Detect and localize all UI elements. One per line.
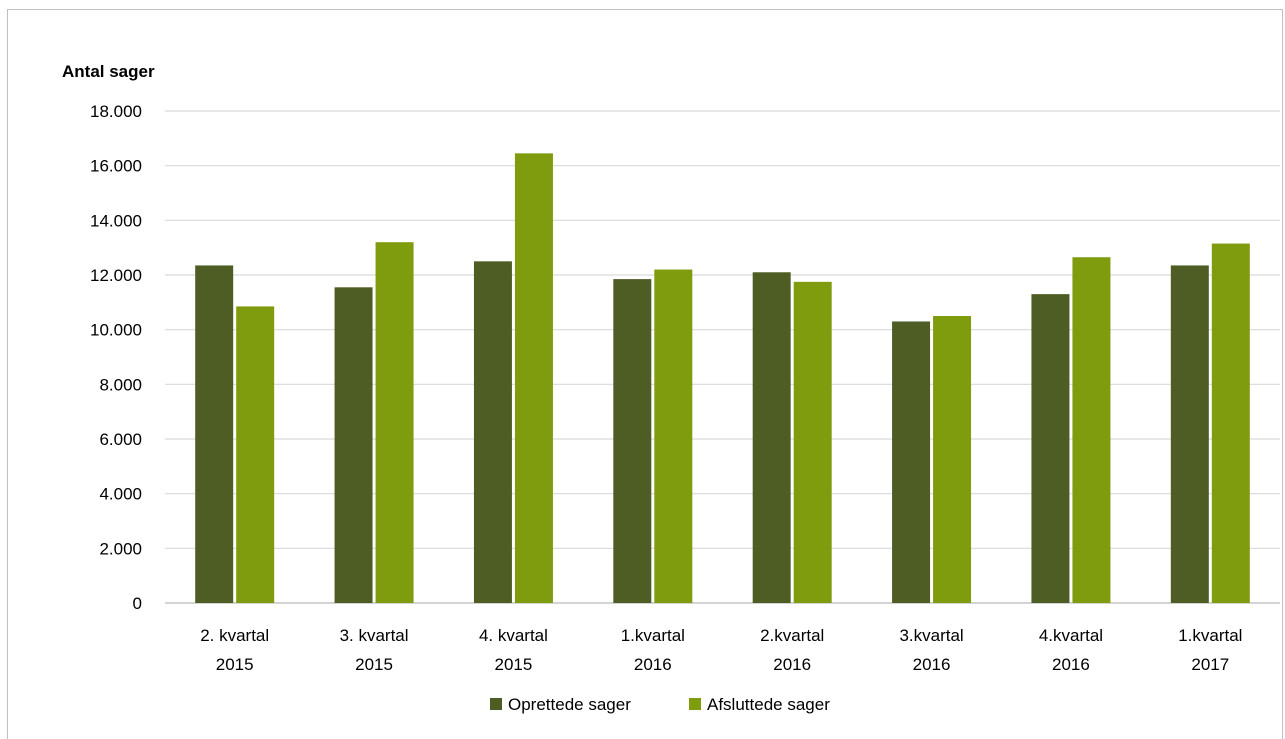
bar [654,269,693,603]
bar [892,321,931,603]
x-tick-label: 2015 [355,655,393,674]
bar [613,279,652,603]
legend-swatch [689,698,701,710]
x-tick-label: 2.kvartal [760,626,824,645]
x-tick-label: 1.kvartal [1178,626,1242,645]
x-tick-label: 2016 [634,655,672,674]
bar [236,306,275,603]
bar [514,153,553,603]
y-tick-label: 8.000 [99,375,142,394]
bar [334,287,373,603]
y-tick-label: 12.000 [90,266,142,285]
x-tick-label: 2016 [773,655,811,674]
y-tick-label: 14.000 [90,211,142,230]
y-tick-label: 0 [133,594,142,613]
legend-swatch [490,698,502,710]
y-tick-label: 2.000 [99,539,142,558]
bar [195,265,234,603]
x-tick-label: 2015 [216,655,254,674]
bar [1031,294,1070,603]
y-tick-label: 6.000 [99,430,142,449]
bar [793,281,832,603]
x-tick-label: 2015 [495,655,533,674]
y-tick-label: 10.000 [90,321,142,340]
bar [375,242,414,603]
bar [752,272,791,603]
x-tick-label: 2. kvartal [200,626,269,645]
bar [473,261,512,603]
x-axis-categories: 2. kvartal 2015 3. kvartal 2015 4. kvartal 20… [200,626,1242,674]
bar [1072,257,1111,603]
bars [195,153,1250,604]
bar [1170,265,1209,603]
x-tick-label: 4. kvartal [479,626,548,645]
gridlines [165,110,1280,604]
bar [1211,243,1250,604]
y-tick-label: 16.000 [90,157,142,176]
x-tick-label: 2016 [1052,655,1090,674]
x-tick-label: 3.kvartal [899,626,963,645]
y-axis-ticks: 0 2.000 4.000 6.000 8.000 10.000 12.000 14.000 1… [90,102,142,613]
x-tick-label: 3. kvartal [340,626,409,645]
y-axis-label: Antal sager [62,62,155,81]
y-tick-label: 4.000 [99,485,142,504]
legend-label: Oprettede sager [508,695,631,714]
x-tick-label: 1.kvartal [621,626,685,645]
x-tick-label: 4.kvartal [1039,626,1103,645]
bar [933,316,972,603]
x-tick-label: 2017 [1191,655,1229,674]
legend: Oprettede sager Afsluttede sager [490,695,830,714]
y-tick-label: 18.000 [90,102,142,121]
x-tick-label: 2016 [913,655,951,674]
chart-frame [7,9,1283,739]
legend-label: Afsluttede sager [707,695,830,714]
